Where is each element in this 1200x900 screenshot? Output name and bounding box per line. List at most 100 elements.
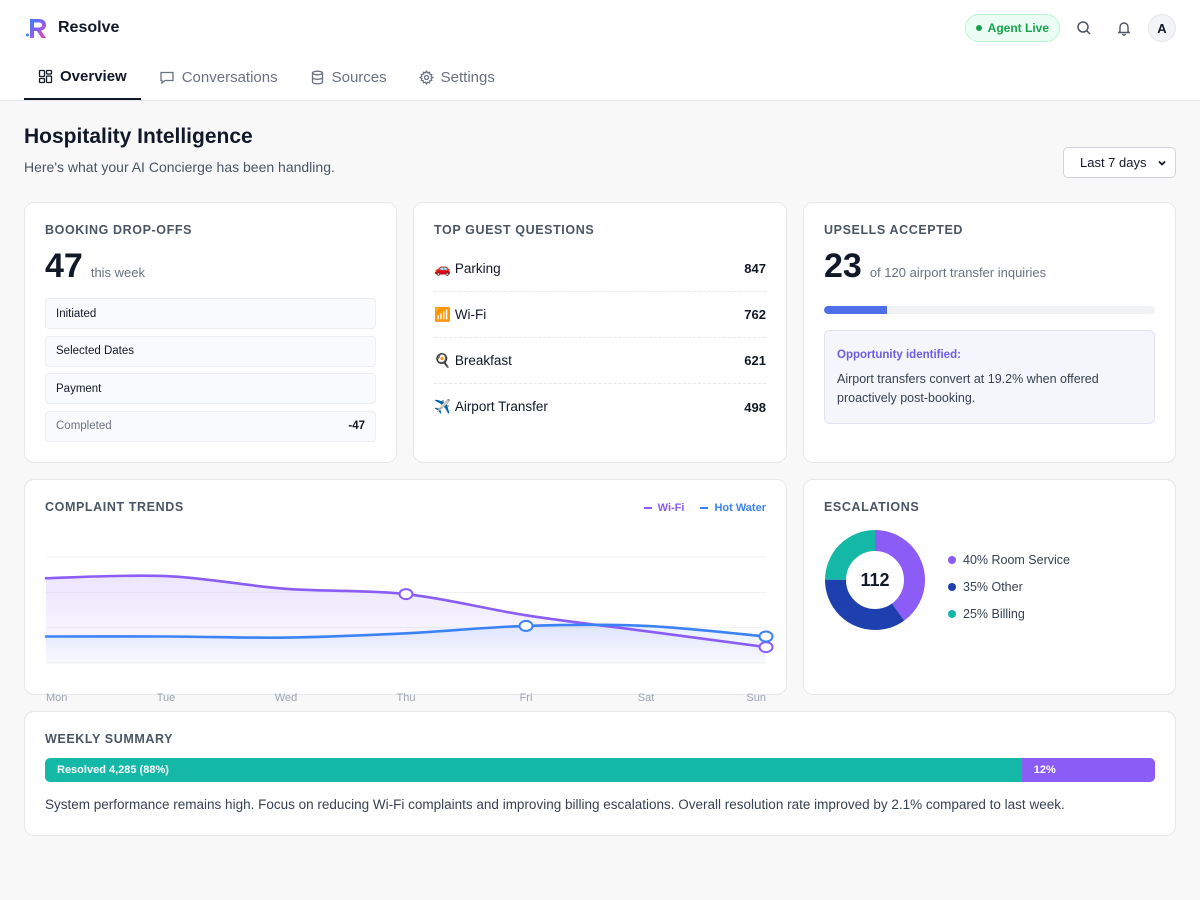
database-icon bbox=[311, 70, 323, 84]
series-area-hot-water bbox=[46, 624, 766, 663]
legend-item: 25% Billing bbox=[948, 600, 1070, 627]
legend-item-wifi[interactable]: Wi-Fi bbox=[643, 502, 685, 514]
upsells-card: UPSELLS ACCEPTED 23 of 120 airport trans… bbox=[803, 202, 1176, 463]
chart-legend: Wi-Fi Hot Water bbox=[628, 502, 766, 514]
unresolved-label: 12% bbox=[1033, 764, 1056, 776]
top-header: Resolve Agent Live A Overview bbox=[0, 0, 1200, 101]
page-subtitle: Here's what your AI Concierge has been h… bbox=[24, 159, 335, 175]
status-dot-icon bbox=[975, 25, 982, 31]
legend-item-hot-water[interactable]: Hot Water bbox=[700, 502, 766, 514]
question-count: 621 bbox=[744, 353, 766, 368]
card-title: WEEKLY SUMMARY bbox=[45, 732, 174, 746]
legend-dot bbox=[948, 582, 956, 591]
brand-name: Resolve bbox=[58, 19, 120, 36]
top-questions-card: TOP GUEST QUESTIONS 🚗 Parking 847 📶 Wi-Fi … bbox=[413, 202, 787, 463]
complaint-trends-card: COMPLAINT TRENDS Wi-Fi Hot Water Mon Tue W… bbox=[24, 479, 787, 704]
question-item[interactable]: 📶 Wi-Fi 762 bbox=[434, 292, 766, 338]
chat-icon bbox=[160, 71, 174, 84]
upsells-value: 23 bbox=[824, 247, 862, 285]
main-tabs: Overview Conversations Sources Settings bbox=[24, 54, 513, 101]
donut-segment[interactable] bbox=[825, 530, 925, 630]
card-title: COMPLAINT TRENDS bbox=[45, 500, 184, 514]
donut-total-label: 112 bbox=[860, 570, 889, 590]
upsells-progress-fill bbox=[824, 306, 887, 314]
x-tick-label: Tue bbox=[157, 692, 176, 704]
question-count: 762 bbox=[744, 307, 766, 322]
legend-label: Wi-Fi bbox=[657, 502, 685, 514]
brand[interactable]: Resolve bbox=[24, 15, 119, 41]
tab-overview[interactable]: Overview bbox=[24, 54, 141, 100]
legend-label: 25% Billing bbox=[963, 606, 1025, 621]
legend-label: 35% Other bbox=[963, 579, 1023, 594]
booking-dropoffs-card: BOOKING DROP-OFFS 47 this week Initiated… bbox=[24, 202, 397, 463]
escalations-card: ESCALATIONS 112 40% Room Service 35% Oth… bbox=[803, 479, 1176, 695]
data-point[interactable] bbox=[758, 641, 774, 654]
legend-label: Hot Water bbox=[714, 502, 766, 514]
summary-text: System performance remains high. Focus o… bbox=[45, 797, 1065, 812]
callout-heading: Opportunity identified: bbox=[837, 349, 961, 361]
dashboard-icon bbox=[38, 69, 53, 83]
legend-swatch bbox=[700, 507, 709, 509]
complaint-trends-chart: Mon Tue Wed Thu Fri Sat Sun bbox=[44, 556, 774, 704]
questions-list: 🚗 Parking 847 📶 Wi-Fi 762 🍳 Breakfast 621 ✈… bbox=[434, 246, 766, 430]
funnel-step: Initiated bbox=[45, 298, 376, 329]
resolved-label: Resolved 4,285 (88%) bbox=[57, 764, 169, 776]
x-tick-label: Sun bbox=[746, 692, 766, 704]
x-tick-label: Fri bbox=[520, 692, 533, 704]
car-icon: 🚗 bbox=[434, 260, 451, 276]
funnel-step-label: Selected Dates bbox=[56, 345, 134, 357]
x-tick-label: Sat bbox=[638, 692, 655, 704]
donut-segment[interactable] bbox=[825, 530, 925, 630]
funnel-step-label: Payment bbox=[56, 382, 102, 395]
tab-label: Conversations bbox=[181, 68, 278, 86]
search-icon bbox=[1077, 21, 1091, 35]
funnel-step-value: -47 bbox=[348, 420, 365, 432]
upsells-suffix: of 120 airport transfer inquiries bbox=[869, 265, 1047, 280]
upsells-progress-bar bbox=[824, 306, 1155, 314]
search-button[interactable] bbox=[1068, 12, 1100, 44]
escalations-donut-chart: 112 bbox=[825, 530, 925, 630]
cooking-icon: 🍳 bbox=[434, 352, 451, 368]
question-count: 847 bbox=[744, 261, 766, 276]
x-tick-label: Wed bbox=[275, 692, 297, 704]
resolution-bar: Resolved 4,285 (88%) 12% bbox=[45, 758, 1155, 782]
question-item[interactable]: ✈️ Airport Transfer 498 bbox=[434, 384, 766, 430]
funnel-step-label: Initiated bbox=[56, 307, 97, 320]
page-title: Hospitality Intelligence bbox=[24, 125, 253, 148]
data-point[interactable] bbox=[758, 630, 774, 643]
data-point[interactable] bbox=[518, 619, 534, 632]
x-tick-label: Mon bbox=[46, 692, 67, 704]
question-label: Breakfast bbox=[454, 352, 512, 368]
tab-conversations[interactable]: Conversations bbox=[145, 54, 292, 100]
question-label: Parking bbox=[454, 260, 501, 276]
agent-status-label: Agent Live bbox=[987, 21, 1049, 35]
x-tick-label: Thu bbox=[397, 692, 416, 704]
tab-label: Sources bbox=[331, 68, 387, 86]
signal-icon: 📶 bbox=[434, 306, 451, 322]
funnel-step: Completed -47 bbox=[45, 410, 376, 442]
booking-funnel: Initiated Selected Dates Payment Complet… bbox=[45, 298, 376, 448]
question-item[interactable]: 🚗 Parking 847 bbox=[434, 246, 766, 292]
legend-dot bbox=[948, 555, 956, 564]
data-point[interactable] bbox=[398, 588, 414, 601]
booking-dropoffs-value: 47 bbox=[45, 247, 83, 285]
gear-icon bbox=[418, 69, 434, 85]
date-range-select[interactable]: Last 7 days bbox=[1063, 147, 1176, 178]
bell-icon bbox=[1117, 22, 1131, 36]
tab-label: Settings bbox=[440, 68, 495, 86]
user-avatar[interactable]: A bbox=[1148, 14, 1176, 42]
opportunity-callout: Opportunity identified: Airport transfer… bbox=[824, 330, 1155, 424]
resolved-segment: Resolved 4,285 (88%) bbox=[45, 758, 1022, 782]
notifications-button[interactable] bbox=[1108, 12, 1140, 44]
question-count: 498 bbox=[744, 399, 766, 415]
card-title: ESCALATIONS bbox=[824, 500, 920, 514]
weekly-summary-card: WEEKLY SUMMARY Resolved 4,285 (88%) 12% … bbox=[24, 711, 1176, 836]
legend-label: 40% Room Service bbox=[963, 552, 1070, 567]
booking-metric: 47 this week bbox=[45, 247, 145, 286]
upsells-metric: 23 of 120 airport transfer inquiries bbox=[824, 247, 1046, 286]
question-item[interactable]: 🍳 Breakfast 621 bbox=[434, 338, 766, 384]
chevron-down-icon bbox=[1158, 160, 1166, 166]
tab-sources[interactable]: Sources bbox=[296, 54, 401, 100]
tab-settings[interactable]: Settings bbox=[405, 54, 509, 100]
header-actions: Agent Live A bbox=[964, 12, 1176, 44]
